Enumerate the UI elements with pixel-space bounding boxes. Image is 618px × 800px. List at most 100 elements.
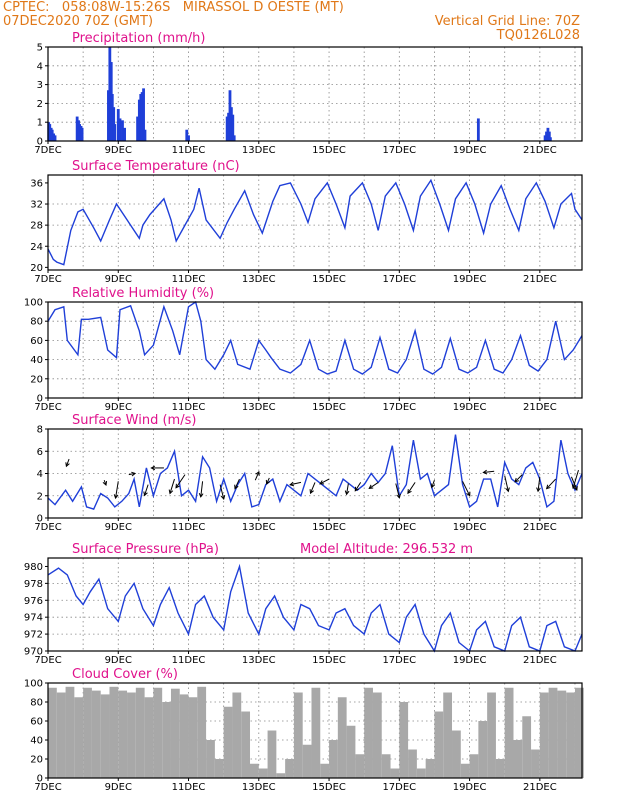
- wind-ytick-label: 2: [37, 491, 43, 502]
- wind-vector: [144, 484, 149, 496]
- precip-bar: [107, 90, 110, 141]
- wind-vector-head: [545, 484, 551, 490]
- precip-bar: [142, 88, 145, 141]
- temp-xtick-label: 7DEC: [34, 274, 61, 285]
- cloud-title: Cloud Cover (%): [72, 667, 178, 682]
- precip-xtick-label: 13DEC: [242, 145, 276, 156]
- precip-bar: [548, 137, 552, 141]
- precip-bar: [543, 135, 547, 141]
- run-date: 07DEC2020 70Z (GMT): [3, 14, 154, 29]
- wind-vector-head: [150, 465, 156, 471]
- cloud-bar: [118, 690, 128, 778]
- pressure-ytick-label: 970: [24, 647, 43, 658]
- cloud-bar: [162, 702, 171, 778]
- rh-xtick-label: 19DEC: [453, 402, 487, 413]
- pressure-line: [47, 563, 583, 653]
- cloud-bar: [478, 721, 488, 778]
- rh-ytick-label: 40: [30, 355, 43, 366]
- precip-xtick-label: 19DEC: [453, 145, 487, 156]
- rh-ytick-label: 60: [30, 336, 43, 347]
- rh-xtick-label: 9DEC: [105, 402, 132, 413]
- precip-bar: [50, 129, 54, 141]
- rh-xtick-label: 17DEC: [382, 402, 416, 413]
- precip-xtick-label: 7DEC: [34, 145, 61, 156]
- cloud-bar: [329, 740, 338, 778]
- precip-bar: [123, 127, 126, 141]
- precip-bar: [75, 116, 79, 141]
- cloud-xtick-label: 11DEC: [172, 782, 206, 793]
- cloud-xtick-label: 19DEC: [453, 782, 487, 793]
- pressure-xtick-label: 21DEC: [523, 655, 557, 666]
- wind-vector: [115, 481, 119, 499]
- precip-ytick-label: 2: [37, 99, 43, 110]
- cloud-bar: [487, 692, 496, 778]
- cloud-xtick-label: 21DEC: [523, 782, 557, 793]
- cloud-xtick-label: 7DEC: [34, 782, 61, 793]
- cloud-bar: [372, 692, 382, 778]
- cloud-bar: [214, 759, 224, 778]
- precip-bar: [185, 129, 189, 141]
- precip-bar: [187, 135, 190, 141]
- wind-vector-head: [407, 489, 412, 495]
- wind-vector: [462, 481, 471, 496]
- cloud-bar: [469, 754, 479, 778]
- precip-ytick-label: 4: [37, 61, 43, 72]
- cloud-bar: [539, 692, 549, 778]
- precip-bar: [52, 133, 56, 141]
- cloud-bar: [153, 687, 163, 778]
- pressure-ytick-label: 976: [24, 596, 43, 607]
- cloud-bar: [56, 692, 66, 778]
- precip-xtick-label: 9DEC: [105, 145, 132, 156]
- model-code: TQ0126L028: [496, 28, 580, 43]
- cloud-xtick-label: 9DEC: [105, 782, 132, 793]
- precip-ytick-label: 1: [37, 118, 43, 129]
- rh-ytick-label: 80: [30, 317, 43, 328]
- cloud-bar: [434, 711, 444, 778]
- wind-title: Surface Wind (m/s): [72, 413, 196, 428]
- wind-vector: [65, 458, 70, 467]
- wind-vector: [346, 483, 349, 495]
- wind-vector: [572, 470, 579, 489]
- precip-bar: [143, 129, 147, 141]
- wind-ytick-label: 6: [37, 447, 43, 458]
- cloud-bar: [285, 759, 294, 778]
- precip-bar: [78, 124, 82, 141]
- wind-vector: [254, 471, 260, 481]
- rh-ytick-label: 0: [37, 394, 43, 405]
- cloud-ytick-label: 40: [30, 736, 43, 747]
- precip-bar: [121, 120, 124, 141]
- wind-xtick-label: 21DEC: [523, 522, 557, 533]
- wind-xtick-label: 15DEC: [312, 522, 346, 533]
- temp-title: Surface Temperature (nC): [72, 159, 240, 174]
- cloud-bar: [250, 763, 259, 778]
- precip-bar: [229, 107, 233, 141]
- cloud-bar: [276, 773, 286, 778]
- precip-bar: [546, 127, 550, 141]
- wind-vector-head: [168, 489, 174, 495]
- cloud-bar: [495, 759, 505, 778]
- rh-xtick-label: 21DEC: [523, 402, 557, 413]
- wind-vector-head: [396, 493, 401, 499]
- pressure-ytick-label: 972: [24, 630, 43, 641]
- temp-ytick-label: 32: [30, 200, 43, 211]
- precip-bar: [136, 116, 139, 141]
- pressure-xtick-label: 19DEC: [453, 655, 487, 666]
- temp-xtick-label: 19DEC: [453, 274, 487, 285]
- cloud-xtick-label: 17DEC: [382, 782, 416, 793]
- precip-bar: [110, 94, 114, 141]
- wind-ytick-label: 4: [37, 469, 43, 480]
- cloud-bar: [223, 706, 233, 778]
- temp-xtick-label: 13DEC: [242, 274, 276, 285]
- wind-vector: [368, 481, 379, 489]
- wind-vector-head: [102, 480, 108, 486]
- wind-vector-head: [319, 480, 325, 485]
- precip-xtick-label: 17DEC: [382, 145, 416, 156]
- wind-vector-head: [234, 484, 239, 490]
- precip-frame: [47, 46, 583, 142]
- rh-xtick-label: 11DEC: [172, 402, 206, 413]
- cloud-bar: [135, 687, 145, 778]
- rh-xtick-label: 13DEC: [242, 402, 276, 413]
- wind-vector-head: [368, 484, 374, 489]
- cloud-bar: [522, 716, 532, 778]
